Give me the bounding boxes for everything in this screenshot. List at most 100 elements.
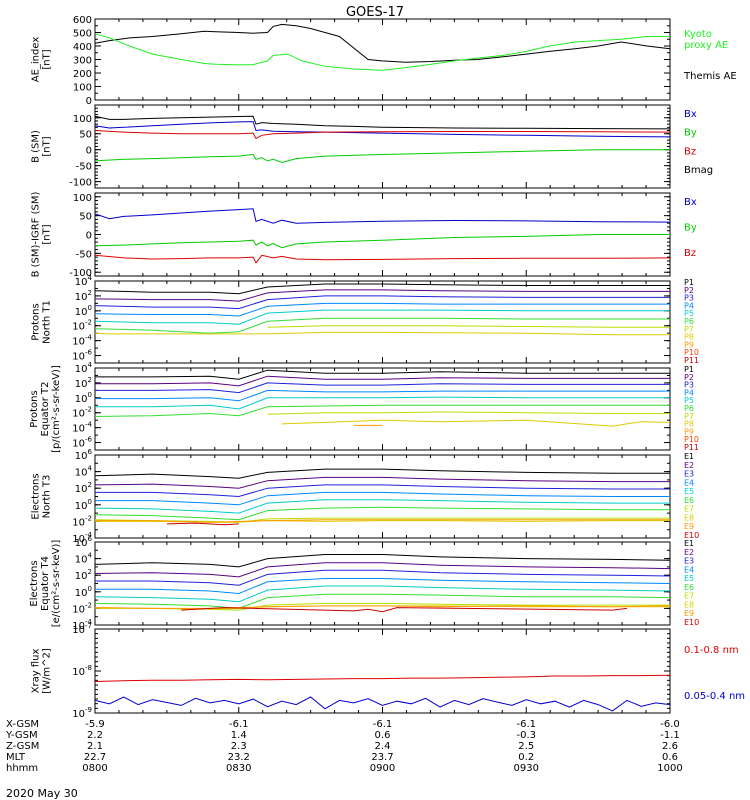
legend-label: E4 [684, 565, 694, 574]
y-tick-label: 10-8 [72, 664, 92, 678]
ephemeris-value: -6.1 [516, 719, 536, 730]
panel-1: 0 100 200 300 400 500 600 AE_index [nT] Kyotoprox… [31, 15, 737, 107]
series-line-e7 [94, 517, 670, 523]
ephemeris-value: 0800 [82, 763, 107, 774]
series-line-e2 [94, 476, 670, 489]
series-line-e9 [94, 605, 671, 609]
series-line-p5 [94, 309, 670, 325]
y-axis-label: B (SM)-IGRF (SM) [31, 192, 42, 278]
y-tick-label: 200 [73, 69, 92, 80]
legend-label: E4 [684, 478, 694, 487]
y-tick-label: -50 [76, 162, 92, 173]
series-line-e5 [94, 585, 671, 603]
ephemeris-row-label: Z-GSM [6, 741, 39, 752]
legend-label: E9 [684, 522, 694, 531]
ephemeris-value: 2.5 [518, 741, 534, 752]
series-line-p6 [94, 404, 670, 417]
ephemeris-value: -6.1 [229, 719, 249, 730]
legend-label: P1 [684, 278, 694, 287]
ephemeris-value: 0930 [514, 763, 539, 774]
legend-label: 0.05-0.4 nm [684, 691, 745, 702]
series-line-e1 [94, 554, 671, 568]
legend-label: E7 [684, 505, 694, 514]
series-line-p2 [95, 375, 670, 387]
series-line-bx [94, 121, 671, 138]
legend-label: P4 [684, 388, 694, 397]
panel-2: -100 -50 0 50 100 B (SM) [nT] Bx By Bz Bmag [31, 104, 713, 189]
series-line-e2 [94, 562, 671, 578]
ephemeris-value: 23.2 [228, 752, 250, 763]
y-tick-label: 100 [75, 498, 92, 512]
y-tick-label: 10-2 [72, 601, 92, 615]
y-axis-label: Electrons [29, 560, 40, 606]
legend-label: P5 [684, 309, 694, 318]
series-line-p2 [94, 289, 670, 302]
legend-label: P9 [684, 340, 694, 349]
legend-label: P2 [684, 286, 694, 295]
y-axis-label: North T1 [42, 300, 53, 344]
ephemeris-value: -6.1 [373, 719, 393, 730]
series-line-bx [94, 208, 671, 224]
legend-label: Kyoto [684, 29, 712, 40]
legend-label: E7 [684, 592, 694, 601]
ephemeris-value: 2.4 [375, 741, 391, 752]
legend-label: 0.1-0.8 nm [684, 645, 739, 656]
legend-label: Bx [684, 197, 697, 208]
y-axis-label: North T3 [42, 475, 53, 519]
y-axis-label: Electrons [31, 473, 42, 519]
ephemeris-value: 1.4 [231, 730, 247, 741]
legend-label: Bz [684, 146, 696, 157]
legend-label: P4 [684, 301, 694, 310]
y-tick-label: -100 [69, 178, 92, 189]
legend-label: E5 [684, 574, 694, 583]
ephemeris-row-label: hhmm [6, 763, 38, 774]
legend-label: P1 [684, 365, 694, 374]
ephemeris-value: 2.6 [662, 741, 678, 752]
y-axis-label: B (SM) [31, 130, 42, 163]
x-axis-info-table: X-GSM -5.9 -6.1 -6.1 -6.1 -6.0 Y-GSM 2.2 1.4 0.6 -… [5, 719, 683, 774]
legend-label: P8 [684, 333, 694, 342]
legend-label: E2 [684, 548, 694, 557]
series-line-e6 [94, 506, 670, 521]
y-tick-label: 102 [75, 289, 92, 303]
series-line-e10 [181, 607, 627, 613]
y-axis-label: [e/(cm²-s-sr-keV)] [51, 540, 62, 628]
plot-frame [94, 280, 671, 364]
legend-label: E6 [684, 583, 694, 592]
plot-frame [94, 367, 671, 451]
legend-label: P10 [684, 348, 699, 357]
series-line-e3 [95, 569, 671, 586]
legend-label: E1 [684, 539, 694, 548]
legend-label: E2 [684, 461, 694, 470]
y-tick-label: 104 [75, 552, 93, 566]
legend-label: P11 [684, 443, 699, 452]
y-tick-label: 106 [75, 535, 93, 549]
legend-label: E10 [684, 618, 699, 627]
legend-label: E5 [684, 487, 694, 496]
ephemeris-value: -6.0 [660, 719, 680, 730]
y-axis-label: Equator T2 [40, 382, 51, 437]
y-tick-label: 10-2 [72, 406, 92, 420]
y-tick-label: -100 [69, 268, 92, 279]
series-line-p1 [94, 283, 670, 295]
series-line-by [94, 149, 670, 164]
legend-label: P2 [684, 373, 694, 382]
series-line-e6 [94, 593, 671, 609]
date-label: 2020 May 30 [6, 787, 78, 800]
y-tick-label: 100 [73, 83, 92, 94]
y-tick-label: 100 [73, 193, 92, 204]
y-axis-label: [nT] [42, 224, 53, 244]
ephemeris-value: -5.9 [85, 719, 105, 730]
legend-label: E3 [684, 470, 694, 479]
series-line-e4 [95, 491, 670, 506]
series-line-e3 [95, 484, 670, 498]
series-line-p8 [94, 331, 670, 336]
series-line-e10 [166, 522, 239, 526]
legend-label: P9 [684, 427, 694, 436]
series-line-bmag [94, 115, 671, 130]
legend-label: P5 [684, 396, 694, 405]
series-line-kyoto-proxy-ae [94, 33, 670, 71]
